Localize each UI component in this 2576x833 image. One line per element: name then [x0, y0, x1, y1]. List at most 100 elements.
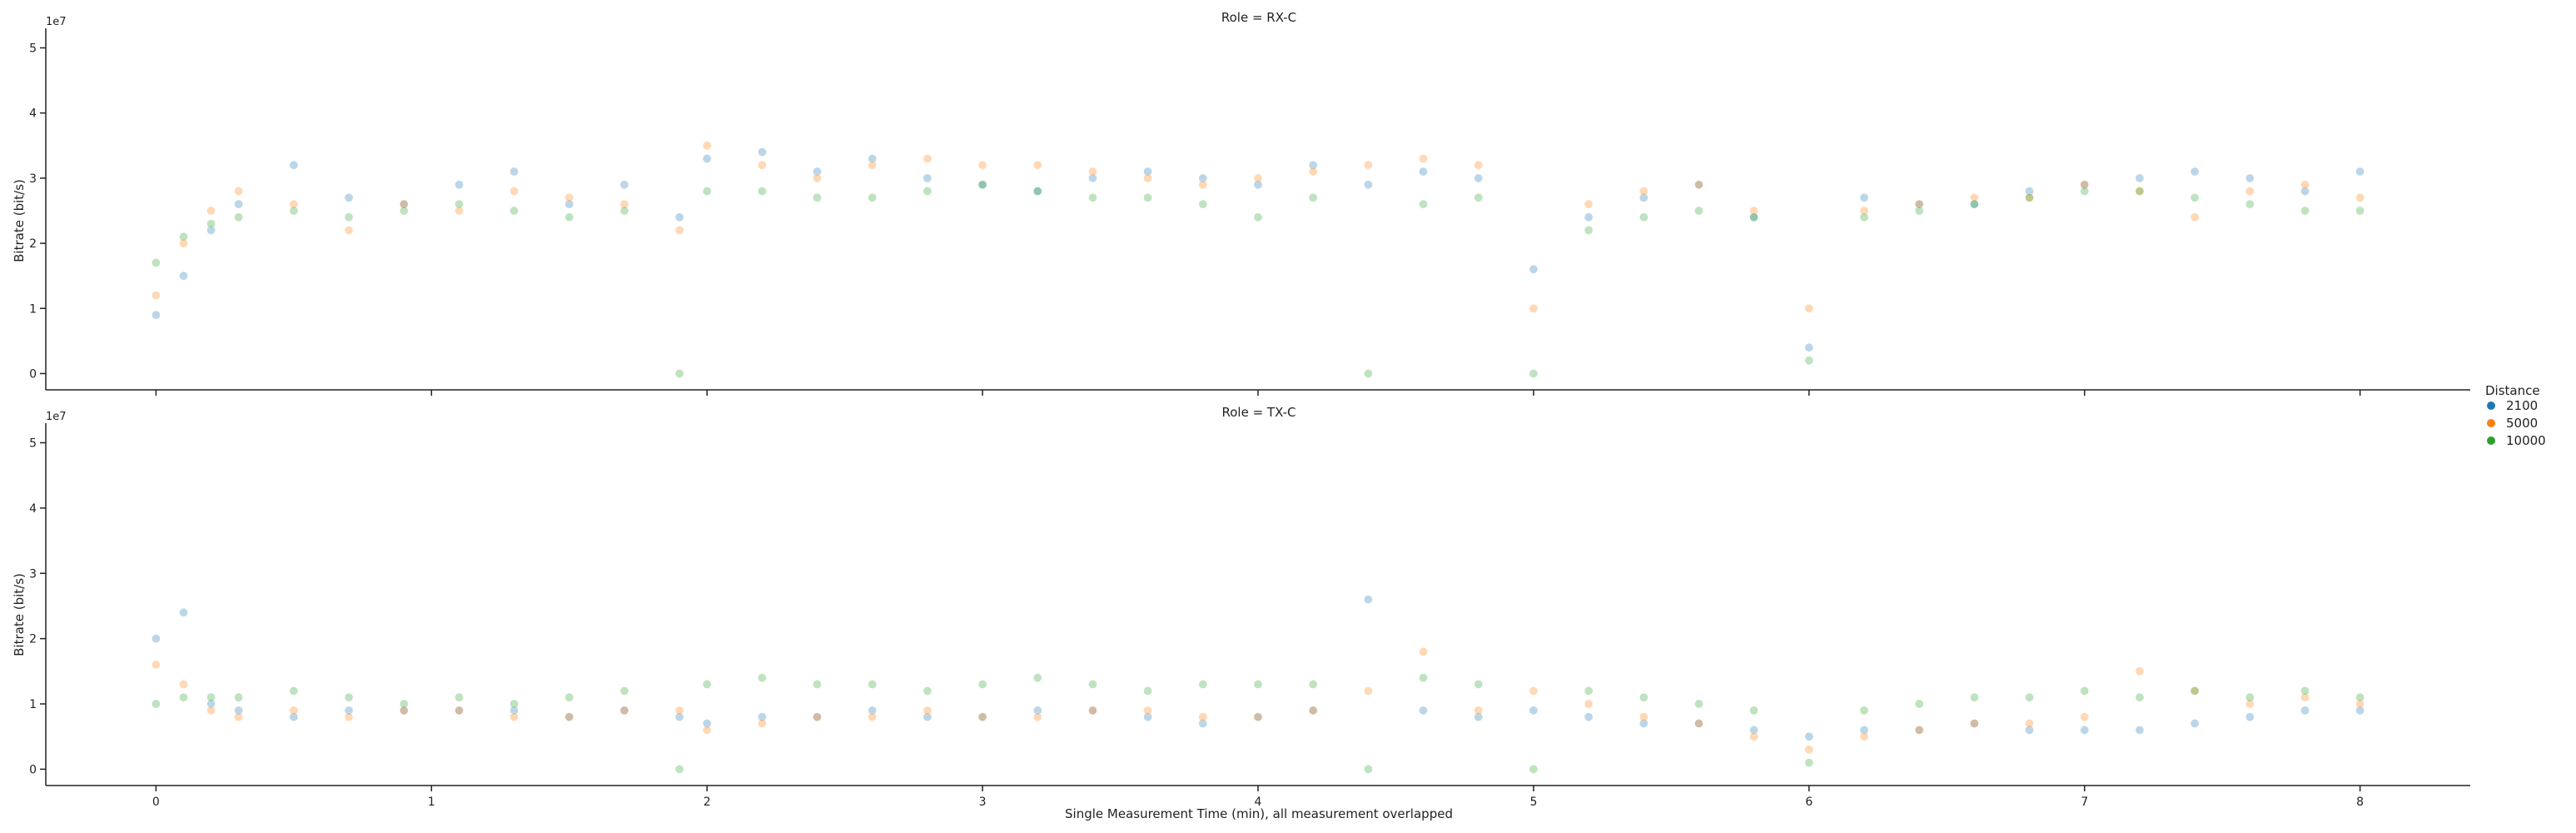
data-point-5000 [2025, 193, 2034, 202]
data-point-2100 [1914, 726, 1924, 735]
data-point-2100 [1804, 731, 1814, 741]
data-point-10000 [152, 699, 161, 709]
data-point-5000 [1088, 706, 1097, 716]
data-point-2100 [2300, 187, 2310, 196]
data-point-10000 [674, 765, 684, 774]
data-point-10000 [179, 692, 188, 702]
data-point-2100 [1143, 712, 1152, 722]
data-point-2100 [1474, 173, 1483, 183]
data-point-10000 [1033, 673, 1042, 683]
data-point-10000 [1639, 212, 1649, 222]
data-point-2100 [455, 706, 464, 716]
data-point-10000 [564, 212, 574, 222]
data-point-10000 [758, 187, 767, 196]
data-point-10000 [455, 199, 464, 209]
data-point-10000 [2135, 692, 2145, 702]
data-point-5000 [1308, 706, 1318, 716]
data-point-10000 [2245, 199, 2255, 209]
y-tick-label: 1 [29, 302, 37, 316]
data-point-2100 [510, 706, 519, 716]
data-point-10000 [1970, 692, 1979, 702]
data-point-2100 [813, 712, 822, 722]
data-point-5000 [1749, 731, 1758, 741]
data-point-2100 [179, 271, 188, 281]
data-point-5000 [1804, 303, 1814, 313]
data-point-5000 [1419, 646, 1428, 656]
data-point-2100 [2245, 712, 2255, 722]
data-point-5000 [702, 726, 712, 735]
data-point-10000 [922, 686, 932, 696]
data-point-5000 [1419, 154, 1428, 163]
data-point-10000 [702, 187, 712, 196]
data-point-2100 [1859, 193, 1869, 202]
data-point-2100 [922, 173, 932, 183]
data-point-10000 [813, 193, 822, 202]
data-point-10000 [344, 692, 354, 702]
data-point-10000 [1143, 193, 1152, 202]
data-point-10000 [1529, 765, 1539, 774]
data-point-10000 [234, 212, 243, 222]
data-point-10000 [2080, 187, 2089, 196]
data-point-2100 [2080, 180, 2089, 189]
data-point-10000 [206, 692, 216, 702]
data-point-5000 [510, 187, 519, 196]
y-ticks-tx-c: 0 1 2 3 4 5 [29, 437, 46, 776]
data-point-2100 [1033, 187, 1042, 196]
legend-label-5000: 5000 [2506, 416, 2538, 431]
x-ticks-rx-c [155, 390, 2361, 396]
data-point-10000 [1474, 193, 1483, 202]
data-point-2100 [1529, 706, 1539, 716]
data-point-10000 [702, 680, 712, 689]
data-point-2100 [1253, 180, 1263, 189]
data-point-5000 [2245, 699, 2255, 709]
points-rx-c [152, 141, 2365, 378]
data-point-5000 [1970, 193, 1979, 202]
data-point-5000 [455, 706, 464, 716]
data-point-2100 [206, 699, 216, 709]
data-point-10000 [1198, 680, 1208, 689]
data-point-10000 [1088, 193, 1097, 202]
data-point-2100 [1970, 719, 1979, 728]
data-point-10000 [619, 686, 629, 696]
data-point-5000 [868, 712, 877, 722]
data-point-2100 [1088, 173, 1097, 183]
y-tick-label: 5 [29, 42, 37, 55]
data-point-2100 [922, 712, 932, 722]
data-point-10000 [1694, 699, 1703, 709]
data-point-5000 [1143, 173, 1152, 183]
data-point-10000 [2080, 686, 2089, 696]
data-point-10000 [922, 187, 932, 196]
data-point-2100 [1364, 180, 1373, 189]
data-point-2100 [1419, 706, 1428, 716]
data-point-5000 [564, 193, 574, 202]
x-tick-label: 6 [1805, 796, 1813, 809]
y-tick-label: 0 [29, 763, 37, 776]
data-point-10000 [455, 692, 464, 702]
data-point-2100 [674, 212, 684, 222]
data-point-10000 [1859, 706, 1869, 716]
data-point-10000 [1584, 226, 1594, 235]
data-point-5000 [1364, 160, 1373, 170]
x-tick-label: 7 [2081, 796, 2088, 809]
data-point-5000 [206, 706, 216, 716]
y-ticks-rx-c: 0 1 2 3 4 5 [29, 42, 46, 381]
data-point-2100 [2135, 726, 2145, 735]
data-point-10000 [1308, 680, 1318, 689]
data-point-5000 [1198, 180, 1208, 189]
data-point-5000 [234, 187, 243, 196]
data-point-5000 [1859, 206, 1869, 216]
data-point-5000 [977, 160, 987, 170]
data-point-5000 [1584, 199, 1594, 209]
data-point-2100 [179, 607, 188, 617]
data-point-5000 [1584, 699, 1594, 709]
data-point-5000 [1694, 180, 1703, 189]
data-point-2100 [2190, 719, 2200, 728]
data-point-2100 [758, 147, 767, 157]
y-tick-label: 2 [29, 633, 37, 646]
data-point-5000 [2135, 666, 2145, 676]
data-point-10000 [2300, 206, 2310, 216]
data-point-5000 [977, 712, 987, 722]
data-point-10000 [1033, 187, 1042, 196]
data-point-10000 [399, 699, 409, 709]
